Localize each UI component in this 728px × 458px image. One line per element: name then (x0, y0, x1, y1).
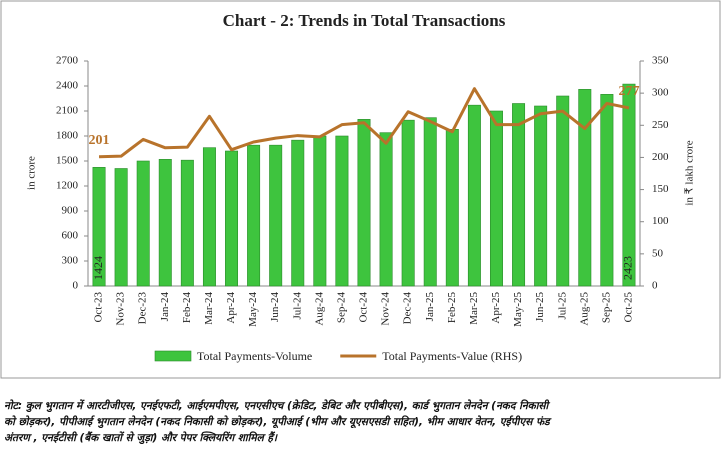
y2-tick-label: 50 (652, 247, 664, 259)
x-tick-label: May-25 (512, 292, 524, 327)
x-tick-label: Jan-24 (159, 292, 171, 322)
bar (335, 135, 349, 287)
x-tick-label: Jun-24 (269, 292, 281, 322)
bar (467, 104, 481, 287)
x-tick-label: Oct-23 (93, 292, 105, 323)
legend-label: Total Payments-Value (RHS) (382, 349, 522, 363)
bar (556, 95, 570, 287)
bar (136, 160, 150, 287)
y-tick-label: 1200 (56, 180, 79, 192)
x-tick-label: Jul-24 (291, 292, 303, 320)
bar (600, 94, 614, 287)
y2-tick-label: 350 (652, 55, 669, 67)
chart: Chart - 2: Trends in Total Transactions … (0, 0, 721, 379)
y-tick-label: 1500 (56, 155, 79, 167)
y2-tick-label: 150 (652, 183, 669, 195)
chart-title: Chart - 2: Trends in Total Transactions (223, 11, 506, 30)
x-tick-label: Dec-24 (402, 292, 414, 325)
bar-data-label: 2423 (621, 256, 635, 280)
x-tick-label: Oct-25 (622, 292, 634, 323)
bar (489, 110, 503, 287)
bar-data-label: 1424 (91, 256, 105, 280)
x-tick-label: Nov-24 (380, 292, 392, 326)
y-tick-label: 2400 (56, 80, 79, 92)
bar (225, 150, 239, 287)
x-tick-label: Aug-24 (313, 292, 325, 326)
y-tick-label: 900 (62, 205, 79, 217)
bar (379, 132, 393, 287)
bar (313, 135, 327, 287)
x-tick-label: Aug-25 (578, 292, 590, 326)
bar (291, 139, 305, 287)
bar (423, 117, 437, 287)
x-tick-label: Jun-25 (534, 292, 546, 322)
y-tick-label: 600 (62, 230, 79, 242)
y2-tick-label: 100 (652, 215, 669, 227)
x-tick-label: Jul-25 (556, 292, 568, 320)
y-tick-label: 2100 (56, 105, 79, 117)
note-line: अंतरण , एनईटीसी (बैंक खातों से जुड़ा) और… (4, 432, 277, 444)
x-tick-label: Dec-23 (137, 292, 149, 325)
chart-border (0, 0, 721, 379)
legend-label: Total Payments-Volume (197, 349, 312, 363)
bar (158, 159, 172, 287)
x-tick-label: Jan-25 (424, 292, 436, 322)
bar (269, 144, 283, 287)
line (98, 87, 630, 159)
bar (445, 129, 459, 287)
bar (534, 105, 548, 287)
note-line: को छोड़कर), पीपीआई भुगतान लेनदेन (नकद नि… (4, 416, 550, 428)
y-tick-label: 2700 (56, 55, 79, 67)
y-tick-label: 0 (73, 280, 79, 292)
y2-axis-label: in ₹ lakh crore (684, 140, 696, 205)
x-tick-label: Apr-24 (225, 292, 237, 324)
bar (622, 83, 636, 287)
line-data-label: 201 (89, 133, 110, 148)
x-tick-label: Nov-23 (115, 292, 127, 326)
bar (180, 159, 194, 287)
line-data-label: 277 (618, 84, 639, 99)
x-tick-label: Sep-25 (600, 292, 612, 324)
bar (247, 144, 261, 287)
x-tick-label: Oct-24 (358, 292, 370, 323)
bar (114, 168, 128, 287)
x-tick-label: Mar-25 (468, 292, 480, 325)
x-tick-label: Feb-25 (446, 292, 458, 324)
bar (92, 167, 106, 287)
y-tick-label: 300 (62, 255, 79, 267)
bar (578, 89, 592, 287)
x-tick-label: Apr-25 (490, 292, 502, 324)
x-tick-label: Mar-24 (203, 292, 215, 325)
x-tick-label: May-24 (247, 292, 259, 327)
x-tick-label: Sep-24 (335, 292, 347, 324)
legend-swatch (154, 350, 192, 362)
bar (401, 119, 415, 287)
note: नोट: कुल भुगतान में आरटीजीएस, एनईएफटी, आ… (4, 398, 722, 446)
y2-tick-label: 250 (652, 119, 669, 131)
y2-tick-label: 0 (652, 280, 658, 292)
y-tick-label: 1800 (56, 130, 79, 142)
x-tick-label: Feb-24 (181, 292, 193, 324)
y2-tick-label: 300 (652, 87, 669, 99)
bar (357, 119, 371, 287)
y-axis-label: in crore (26, 156, 38, 190)
bar (512, 103, 526, 287)
bar (202, 147, 216, 287)
note-line: नोट: कुल भुगतान में आरटीजीएस, एनईएफटी, आ… (4, 400, 549, 412)
y2-tick-label: 200 (652, 151, 669, 163)
